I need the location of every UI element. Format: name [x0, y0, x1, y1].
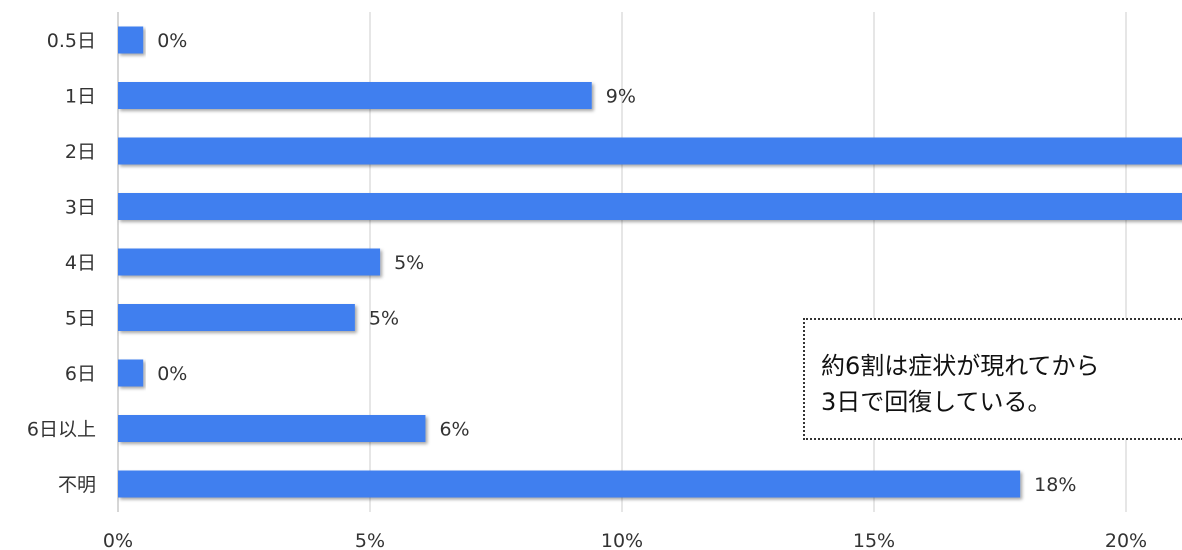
- bar: [118, 415, 426, 442]
- bar: [118, 26, 144, 54]
- bar: [118, 137, 1182, 165]
- bar: [118, 193, 1182, 220]
- category-label: 2日: [65, 141, 96, 163]
- category-label: 1日: [65, 86, 96, 108]
- category-label: 0.5日: [47, 30, 96, 52]
- data-label: 9%: [606, 86, 636, 108]
- annotation-line-2: 3日で回復している。: [821, 388, 1052, 416]
- x-tick-label: 20%: [1105, 530, 1147, 550]
- category-label: 6日以上: [27, 419, 96, 441]
- x-tick-label: 15%: [853, 530, 895, 550]
- annotation-line-1: 約6割は症状が現れてから: [821, 352, 1100, 380]
- category-label: 不明: [58, 474, 96, 496]
- category-label: 5日: [65, 308, 96, 330]
- labels: 0%5%10%15%20%25%30%35%0.5日0%1日9%2日32%3日2…: [27, 30, 1147, 550]
- data-label: 6%: [439, 419, 469, 441]
- data-label: 5%: [394, 252, 424, 274]
- x-tick-label: 5%: [355, 530, 385, 550]
- category-label: 3日: [65, 197, 96, 219]
- x-tick-label: 0%: [103, 530, 133, 550]
- data-label: 0%: [157, 30, 187, 52]
- data-label: 5%: [369, 308, 399, 330]
- bar: [118, 304, 355, 331]
- bar: [118, 359, 144, 387]
- category-label: 6日: [65, 363, 96, 385]
- category-label: 4日: [65, 252, 96, 274]
- x-tick-label: 10%: [601, 530, 643, 550]
- data-label: 0%: [157, 363, 187, 385]
- annotation-box: 約6割は症状が現れてから 3日で回復している。: [803, 318, 1182, 440]
- bars: [118, 26, 1182, 498]
- data-label: 18%: [1034, 474, 1076, 496]
- bar: [118, 470, 1021, 498]
- bar: [118, 248, 381, 276]
- bar: [118, 82, 592, 109]
